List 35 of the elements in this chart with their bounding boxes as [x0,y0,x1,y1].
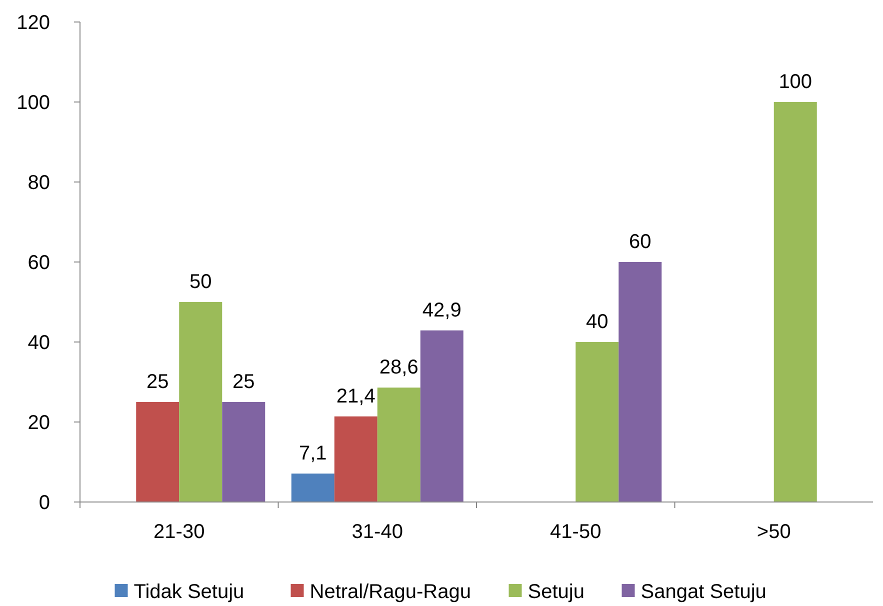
legend-label: Setuju [528,581,584,603]
legend-label: Netral/Ragu-Ragu [310,581,471,603]
data-label: 7,1 [298,442,327,465]
y-tick-label: 100 [16,92,50,114]
bar [618,262,662,502]
data-label: 25 [146,371,169,393]
y-tick-label: 80 [28,172,50,194]
bar [774,102,817,502]
data-label: 100 [778,71,812,93]
x-tick-label: 31-40 [352,521,403,543]
data-label: 25 [232,371,255,393]
x-tick-label: >50 [756,521,791,543]
data-label: 40 [586,311,608,333]
y-tick-label: 20 [28,412,50,434]
x-tick-label: 21-30 [154,521,205,543]
y-tick-label: 0 [38,492,50,514]
bar [576,342,619,502]
data-label: 42,9 [422,299,462,322]
bar [291,474,334,502]
y-tick-label: 40 [28,332,50,354]
x-tick-label: 41-50 [550,521,602,543]
y-tick-label: 120 [16,12,50,34]
data-label: 28,6 [379,356,418,379]
data-label: 50 [190,271,212,293]
data-label: 60 [629,231,652,253]
legend-label: Sangat Setuju [640,581,766,603]
bar [377,388,420,502]
bar [420,330,464,502]
bar [179,302,222,502]
legend-label: Tidak Setuju [134,581,244,603]
y-tick-label: 60 [28,252,50,274]
bar [222,402,266,502]
bar [334,416,378,502]
bar [136,402,180,502]
data-label: 21,4 [336,385,376,408]
